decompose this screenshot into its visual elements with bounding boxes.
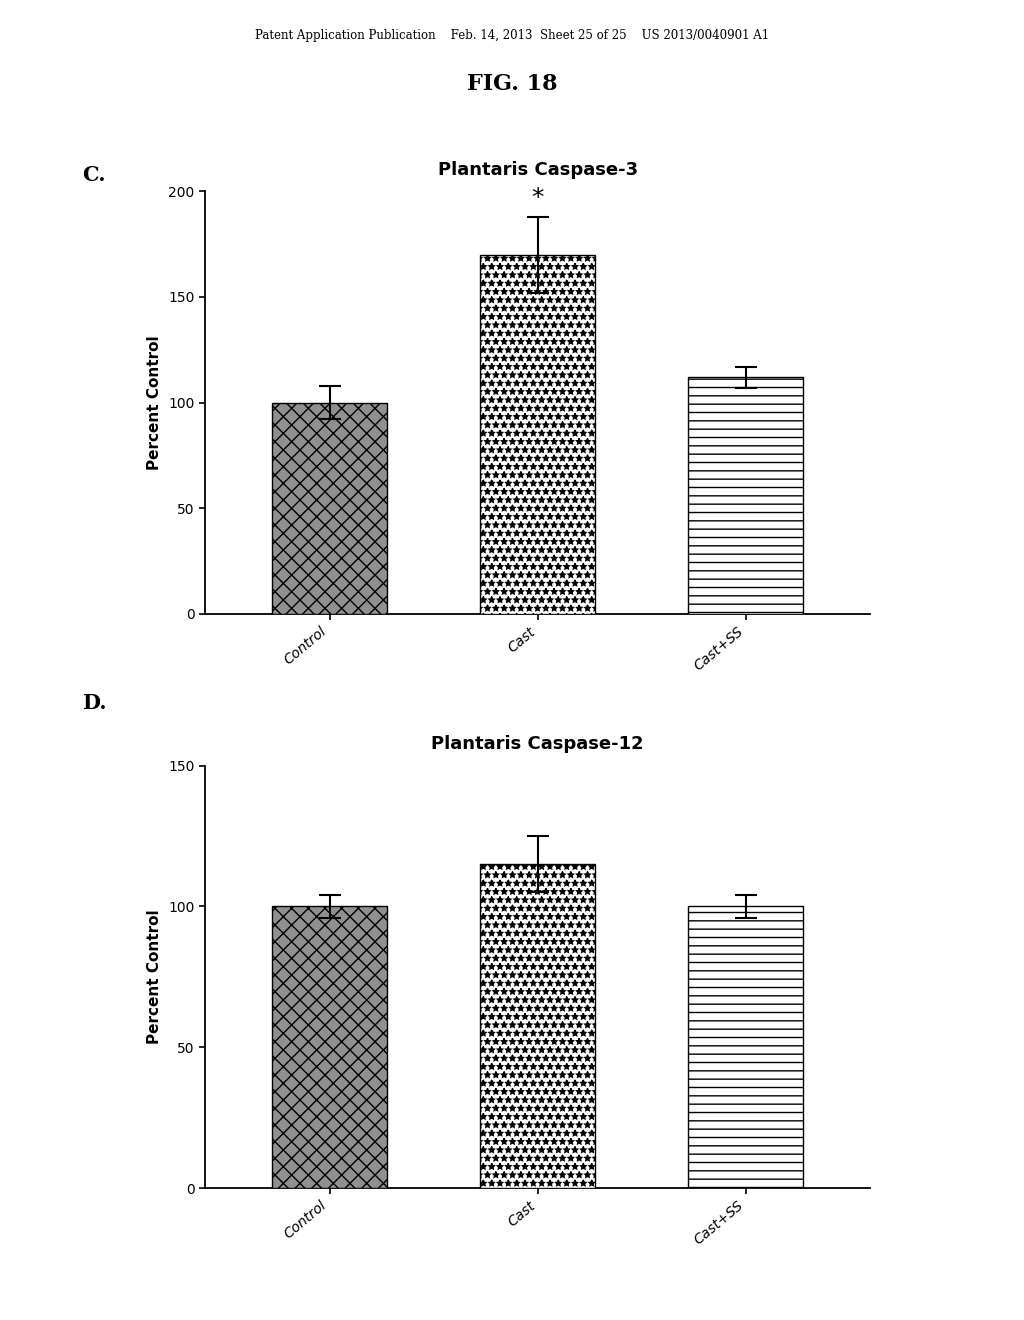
Y-axis label: Percent Control: Percent Control	[147, 909, 163, 1044]
Y-axis label: Percent Control: Percent Control	[147, 335, 163, 470]
Bar	[272, 403, 387, 614]
Bar	[272, 907, 387, 1188]
Text: Patent Application Publication    Feb. 14, 2013  Sheet 25 of 25    US 2013/00409: Patent Application Publication Feb. 14, …	[255, 29, 769, 42]
Bar	[480, 865, 595, 1188]
Bar	[688, 378, 803, 614]
Text: D.: D.	[82, 693, 106, 713]
Text: *: *	[531, 186, 544, 210]
Text: FIG. 18: FIG. 18	[467, 73, 557, 95]
Title: Plantaris Caspase-3: Plantaris Caspase-3	[437, 161, 638, 178]
Bar	[480, 255, 595, 614]
Title: Plantaris Caspase-12: Plantaris Caspase-12	[431, 735, 644, 752]
Text: C.: C.	[82, 165, 105, 185]
Bar	[688, 907, 803, 1188]
